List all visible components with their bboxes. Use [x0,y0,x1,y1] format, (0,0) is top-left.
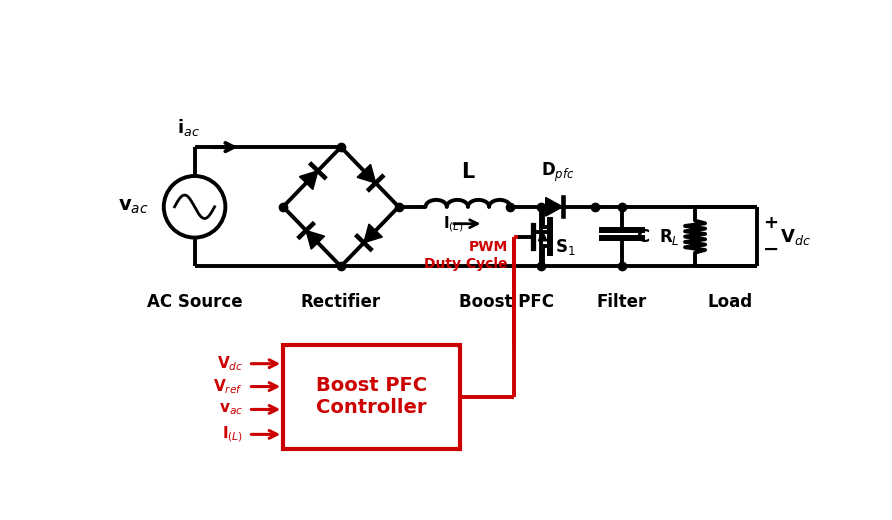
Text: +: + [763,214,778,232]
Text: L: L [461,162,475,182]
Text: V$_{ref}$: V$_{ref}$ [213,377,244,396]
Polygon shape [546,198,563,216]
Text: D$_{pfc}$: D$_{pfc}$ [541,161,574,184]
Text: Rectifier: Rectifier [301,293,381,311]
Text: −: − [763,240,780,259]
Polygon shape [357,164,376,183]
Text: v$_{ac}$: v$_{ac}$ [219,401,244,417]
Text: I$_{(L)}$: I$_{(L)}$ [222,425,244,444]
Text: AC Source: AC Source [147,293,243,311]
Text: R$_L$: R$_L$ [659,227,680,246]
Text: I$_{(L)}$: I$_{(L)}$ [443,214,465,233]
Text: Boost PFC
Controller: Boost PFC Controller [316,376,427,418]
Text: V$_{dc}$: V$_{dc}$ [217,354,244,373]
Text: i$_{ac}$: i$_{ac}$ [177,117,200,138]
Bar [283,345,460,449]
Polygon shape [539,231,547,241]
Polygon shape [300,171,318,189]
Polygon shape [306,230,325,249]
Text: V$_{dc}$: V$_{dc}$ [780,227,811,246]
Text: v$_{ac}$: v$_{ac}$ [118,197,148,216]
Text: S$_1$: S$_1$ [555,237,575,257]
Text: Filter: Filter [597,293,647,311]
Text: PWM
Duty Cycle: PWM Duty Cycle [425,240,508,271]
Polygon shape [364,224,383,243]
Text: C: C [636,228,649,245]
Text: Load: Load [707,293,752,311]
Text: Boost PFC: Boost PFC [458,293,554,311]
